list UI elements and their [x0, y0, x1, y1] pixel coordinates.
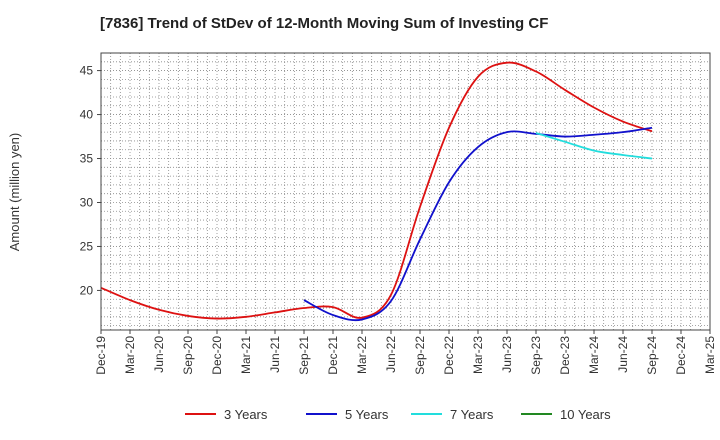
legend-label-3-years: 3 Years — [224, 407, 268, 422]
y-tick-label: 25 — [80, 239, 94, 253]
y-tick-labels: 20 25 30 35 40 45 — [80, 64, 101, 297]
x-tick-label: Sep-22 — [413, 336, 427, 375]
x-tick-label: Dec-22 — [442, 336, 456, 375]
x-tick-label: Jun-22 — [384, 336, 398, 373]
x-tick-label: Mar-23 — [471, 336, 485, 374]
x-tick-label: Dec-19 — [94, 336, 108, 375]
legend: 3 Years 5 Years 7 Years 10 Years — [185, 407, 611, 422]
x-tick-label: Mar-22 — [355, 336, 369, 374]
legend-label-10-years: 10 Years — [560, 407, 611, 422]
x-tick-label: Sep-20 — [181, 336, 195, 375]
x-tick-label: Dec-23 — [558, 336, 572, 375]
series-line-7-years — [535, 132, 653, 160]
plot-frame — [100, 52, 711, 331]
legend-label-5-years: 5 Years — [345, 407, 389, 422]
x-tick-label: Jun-23 — [500, 336, 514, 373]
x-tick-label: Sep-23 — [529, 336, 543, 375]
x-tick-label: Sep-24 — [645, 336, 659, 375]
legend-label-7-years: 7 Years — [450, 407, 494, 422]
series-line-3-years — [100, 61, 653, 320]
grid-lines — [100, 52, 711, 330]
y-tick-label: 45 — [80, 64, 94, 78]
x-tick-label: Jun-20 — [152, 336, 166, 373]
chart-title: [7836] Trend of StDev of 12-Month Moving… — [100, 15, 548, 32]
x-tick-label: Dec-24 — [674, 336, 688, 375]
series-lines — [100, 61, 653, 322]
x-tick-labels: Dec-19 Mar-20 Jun-20 Sep-20 Dec-20 Mar-21 Jun-… — [94, 330, 717, 375]
x-tick-label: Mar-24 — [587, 336, 601, 374]
x-tick-label: Jun-21 — [268, 336, 282, 373]
y-tick-label: 20 — [80, 283, 94, 297]
y-tick-label: 30 — [80, 195, 94, 209]
x-tick-label: Dec-21 — [326, 336, 340, 375]
x-tick-label: Mar-21 — [239, 336, 253, 374]
series-line-5-years — [303, 126, 653, 322]
x-tick-label: Mar-25 — [703, 336, 717, 374]
x-tick-label: Jun-24 — [616, 336, 630, 373]
x-tick-label: Sep-21 — [297, 336, 311, 375]
y-tick-label: 40 — [80, 108, 94, 122]
x-tick-label: Mar-20 — [123, 336, 137, 374]
y-axis-label: Amount (million yen) — [7, 133, 22, 252]
x-tick-label: Dec-20 — [210, 336, 224, 375]
y-tick-label: 35 — [80, 152, 94, 166]
